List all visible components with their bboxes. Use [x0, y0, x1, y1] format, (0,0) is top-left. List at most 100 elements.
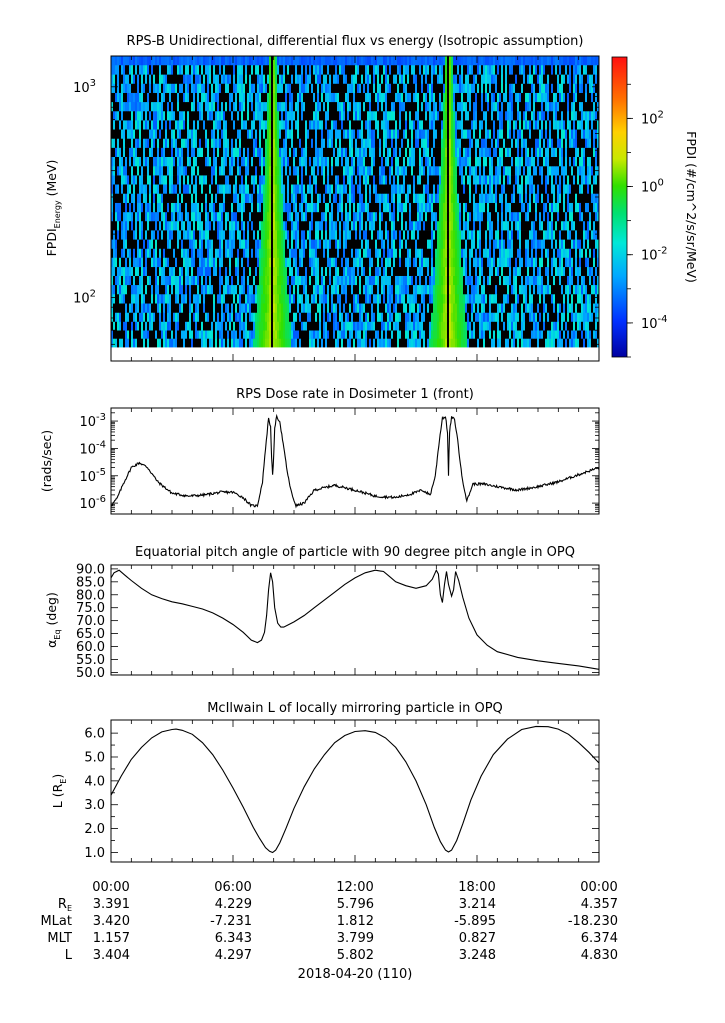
heatmap-cell — [533, 303, 536, 313]
heatmap-cell — [307, 321, 310, 331]
heatmap-cell — [405, 220, 408, 231]
heatmap-cell — [265, 239, 268, 249]
heatmap-cell — [331, 257, 334, 268]
heatmap-cell — [213, 230, 216, 240]
heatmap-cell — [311, 202, 314, 213]
heatmap-cell — [195, 293, 198, 304]
heatmap-cell — [409, 230, 412, 240]
heatmap-cell — [335, 230, 338, 240]
heatmap-cell — [161, 202, 164, 213]
heatmap-cell — [511, 230, 514, 240]
heatmap-cell — [405, 275, 408, 286]
heatmap-cell — [149, 165, 152, 176]
heatmap-cell — [157, 284, 160, 295]
heatmap-cell — [269, 220, 272, 231]
heatmap-cell — [207, 239, 210, 249]
heatmap-cell — [253, 266, 256, 276]
heatmap-cell — [551, 165, 554, 176]
heatmap-cell — [139, 239, 142, 249]
heatmap-cell — [135, 312, 138, 322]
heatmap-cell — [337, 312, 340, 322]
heatmap-cell — [129, 230, 132, 240]
heatmap-cell — [353, 248, 356, 258]
heatmap-cell — [315, 275, 318, 286]
heatmap-cell — [191, 220, 194, 231]
heatmap-cell — [155, 248, 158, 258]
heatmap-cell — [429, 321, 432, 331]
heatmap-cell — [225, 220, 228, 231]
heatmap-cell — [541, 202, 544, 213]
heatmap-cell — [549, 202, 552, 213]
heatmap-cell — [211, 275, 214, 286]
heatmap-cell — [195, 312, 198, 322]
heatmap-cell — [521, 239, 524, 249]
heatmap-cell — [325, 330, 328, 339]
heatmap-cell — [325, 275, 328, 286]
heatmap-cell — [221, 175, 224, 185]
heatmap-cell — [369, 321, 372, 331]
heatmap-cell — [451, 312, 454, 322]
heatmap-cell — [149, 312, 152, 322]
heatmap-cell — [491, 312, 494, 322]
heatmap-cell — [443, 165, 446, 176]
heatmap-cell — [351, 248, 354, 258]
heatmap-cell — [293, 211, 296, 222]
heatmap-cell — [239, 303, 242, 313]
heatmap-cell — [365, 230, 368, 240]
heatmap-cell — [485, 248, 488, 258]
heatmap-cell — [383, 266, 386, 276]
heatmap-cell — [195, 156, 198, 167]
heatmap-cell — [505, 211, 508, 222]
heatmap-cell — [487, 193, 490, 203]
heatmap-cell — [357, 220, 360, 231]
heatmap-cell — [373, 257, 376, 268]
heatmap-cell — [323, 156, 326, 167]
heatmap-cell — [299, 338, 302, 348]
heatmap-cell — [221, 156, 224, 167]
heatmap-cell — [393, 184, 396, 194]
heatmap-cell — [181, 202, 184, 213]
heatmap-cell — [259, 284, 262, 295]
heatmap-cell — [311, 284, 314, 295]
heatmap-cell — [407, 303, 410, 313]
heatmap-cell — [201, 321, 204, 331]
heatmap-cell — [495, 330, 498, 339]
heatmap-cell — [579, 257, 582, 268]
heatmap-cell — [433, 220, 436, 231]
heatmap-cell — [373, 220, 376, 231]
heatmap-cell — [249, 338, 252, 348]
heatmap-cell — [291, 338, 294, 348]
heatmap-cell — [207, 257, 210, 268]
heatmap-cell — [161, 275, 164, 286]
heatmap-cell — [463, 303, 466, 313]
heatmap-cell — [197, 193, 200, 203]
heatmap-cell — [175, 293, 178, 304]
heatmap-cell — [479, 202, 482, 213]
heatmap-cell — [441, 321, 444, 331]
heatmap-cell — [389, 220, 392, 231]
heatmap-cell — [427, 239, 430, 249]
heatmap-cell — [349, 220, 352, 231]
heatmap-cell — [401, 266, 404, 276]
heatmap-cell — [147, 330, 150, 339]
heatmap-cell — [179, 184, 182, 194]
heatmap-cell — [437, 275, 440, 286]
heatmap-cell — [279, 293, 282, 304]
heatmap-cell — [371, 175, 374, 185]
heatmap-cell — [473, 312, 476, 322]
heatmap-cell — [343, 312, 346, 322]
heatmap-cell — [585, 239, 588, 249]
heatmap-cell — [413, 266, 416, 276]
heatmap-cell — [165, 312, 168, 322]
heatmap-cell — [257, 184, 260, 194]
heatmap-cell — [263, 184, 266, 194]
heatmap-cell — [213, 321, 216, 331]
heatmap-cell — [353, 284, 356, 295]
heatmap-cell — [227, 220, 230, 231]
heatmap-cell — [181, 230, 184, 240]
heatmap-cell — [259, 330, 262, 339]
heatmap-cell — [397, 202, 400, 213]
heatmap-cell — [423, 175, 426, 185]
heatmap-cell — [455, 338, 458, 348]
heatmap-cell — [187, 321, 190, 331]
